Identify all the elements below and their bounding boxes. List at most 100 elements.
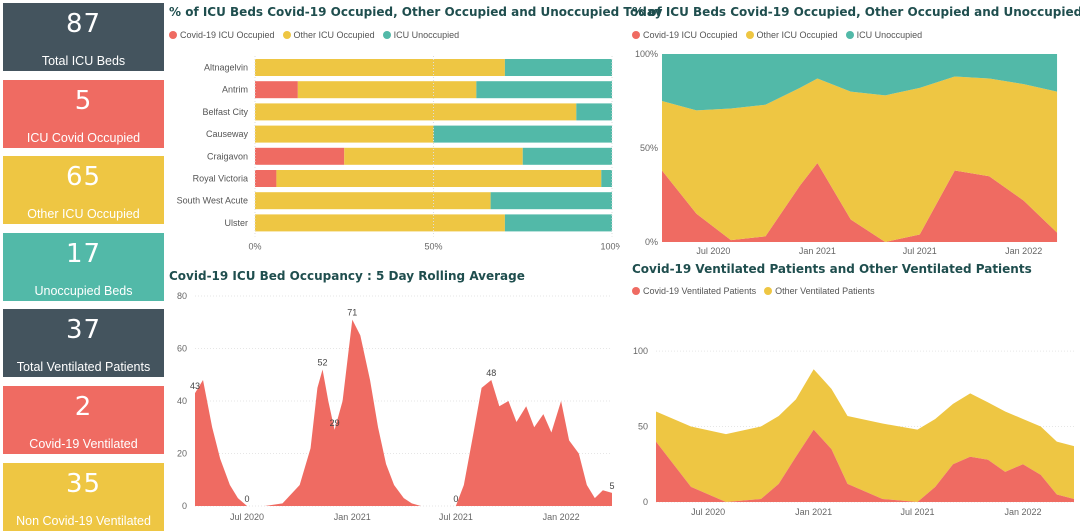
bar-segment: [433, 125, 612, 143]
bar-segment: [504, 59, 612, 76]
kpi-label: Covid-19 Ventilated: [29, 437, 138, 451]
kpi-label: Unoccupied Beds: [34, 283, 133, 298]
category-label: Ulster: [224, 218, 248, 228]
y-tick-label: 20: [177, 449, 187, 459]
panel-title: Covid-19 Ventilated Patients and Other V…: [632, 262, 1032, 276]
y-tick-label: 80: [177, 291, 187, 301]
bar-segment: [344, 147, 523, 165]
ventilated-area-chart: 0 50 100 Jul 2020 Jan 2021 Jul 2021 Jan 2022: [633, 346, 1074, 517]
legend-swatch: [632, 31, 640, 39]
x-tick-label: Jan 2021: [795, 507, 832, 517]
legend-label: ICU Unoccupied: [856, 30, 923, 40]
legend-label: Covid-19 ICU Occupied: [180, 30, 275, 40]
kpi-value: 65: [65, 162, 102, 193]
legend-item: Other ICU Occupied: [282, 30, 375, 40]
hospital-bar-chart: Altnagelvin Antrim Belfast City Causeway Cra…: [177, 56, 620, 252]
panel-title: % of ICU Beds Covid-19 Occupied, Other O…: [169, 5, 663, 19]
bar-segment: [255, 214, 505, 232]
kpi-card: 5 ICU Covid Occupied: [3, 79, 164, 148]
kpi-value: 5: [74, 85, 93, 116]
bar-segment: [601, 170, 612, 187]
legend-label: Covid-19 Ventilated Patients: [643, 286, 757, 296]
x-tick-label: Jan 2022: [543, 512, 580, 522]
legend-item: Covid-19 Ventilated Patients: [632, 286, 756, 296]
icu-share-area-chart: 0% 50% 100% Jul 2020 Jan 2021 Jul 2021 Jan 202…: [635, 49, 1058, 256]
x-tick-label: Jul 2020: [696, 246, 730, 256]
kpi-value: 35: [65, 468, 102, 499]
area-series: [662, 163, 1058, 242]
legend-swatch: [764, 287, 773, 295]
bar-segment: [255, 170, 277, 187]
kpi-label: ICU Covid Occupied: [26, 130, 141, 145]
x-tick-label: Jan 2021: [799, 246, 836, 256]
legend-swatch: [282, 31, 291, 39]
legend-swatch: [382, 31, 391, 39]
category-label: Causeway: [206, 129, 249, 139]
legend-item: ICU Unoccupied: [845, 30, 923, 40]
legend-item: Covid-19 ICU Occupied: [169, 30, 275, 40]
y-tick-label: 60: [177, 344, 187, 354]
panel-title: Covid-19 ICU Bed Occupancy : 5 Day Rolli…: [169, 269, 525, 283]
x-tick-label: 100%: [600, 242, 620, 252]
data-label: 0: [453, 494, 458, 504]
covid-icu-area-chart: 0 20 40 60 80 43 0 52 29 71 0 48 5 Jul 2020 Jan 2021 Ju…: [177, 291, 615, 522]
bar-segment: [476, 81, 612, 99]
category-label: South West Acute: [177, 196, 248, 206]
data-label: 0: [245, 494, 250, 504]
kpi-label: Total Ventilated Patients: [16, 360, 151, 375]
x-tick-label: Jul 2020: [230, 512, 264, 522]
kpi-card: 87 Total ICU Beds: [3, 3, 164, 71]
legend: Covid-19 ICU Occupied Other ICU Occupied I…: [169, 30, 467, 40]
legend-item: Other Ventilated Patients: [764, 286, 875, 296]
area-series: [662, 54, 1058, 111]
y-tick-label: 0%: [645, 237, 658, 247]
area-series: [656, 369, 1074, 502]
data-label: 71: [347, 308, 357, 318]
bar-segment: [297, 81, 477, 99]
data-label: 29: [330, 418, 340, 428]
bar-segment: [276, 170, 602, 187]
area-series: [195, 319, 612, 506]
bar-segment: [255, 59, 505, 76]
y-tick-label: 100%: [635, 49, 658, 59]
category-label: Antrim: [222, 85, 248, 95]
legend: Covid-19 ICU Occupied Other ICU Occupied I…: [632, 30, 930, 40]
area-series: [662, 76, 1058, 242]
legend-label: Other ICU Occupied: [293, 30, 375, 40]
legend-item: ICU Unoccupied: [382, 30, 460, 40]
kpi-label: Other ICU Occupied: [27, 207, 140, 222]
bar-segment: [504, 214, 612, 232]
y-tick-label: 50%: [640, 143, 658, 153]
x-tick-label: Jul 2021: [900, 507, 934, 517]
kpi-label: Total ICU Beds: [41, 54, 126, 68]
y-tick-label: 0: [643, 497, 648, 507]
legend-swatch: [745, 31, 754, 39]
kpi-label: Non Covid-19 Ventilated: [16, 513, 151, 528]
data-label: 48: [486, 368, 496, 378]
category-label: Belfast City: [202, 107, 248, 117]
legend: Covid-19 Ventilated Patients Other Ventil…: [632, 286, 883, 296]
category-label: Royal Victoria: [193, 174, 248, 184]
bar-segment: [255, 81, 298, 99]
bar-segment: [576, 103, 612, 121]
legend-swatch: [632, 287, 640, 295]
data-label: 43: [190, 381, 200, 391]
legend-item: Other ICU Occupied: [745, 30, 838, 40]
kpi-card: 2 Covid-19 Ventilated: [3, 386, 164, 454]
y-tick-label: 40: [177, 396, 187, 406]
kpi-value: 87: [65, 9, 102, 39]
legend-label: ICU Unoccupied: [393, 30, 460, 40]
y-tick-label: 0: [182, 501, 187, 511]
x-tick-label: 0%: [248, 242, 261, 252]
x-tick-label: Jan 2022: [1004, 507, 1041, 517]
legend-label: Covid-19 ICU Occupied: [643, 30, 738, 40]
kpi-card: 65 Other ICU Occupied: [3, 156, 164, 225]
y-tick-label: 50: [638, 422, 648, 432]
x-tick-label: 50%: [424, 242, 442, 252]
kpi-value: 17: [65, 238, 102, 269]
category-label: Craigavon: [207, 151, 248, 161]
x-tick-label: Jul 2021: [903, 246, 937, 256]
kpi-value: 2: [74, 392, 93, 422]
legend-swatch: [845, 31, 854, 39]
panel-title: % of ICU Beds Covid-19 Occupied, Other O…: [632, 5, 1080, 19]
